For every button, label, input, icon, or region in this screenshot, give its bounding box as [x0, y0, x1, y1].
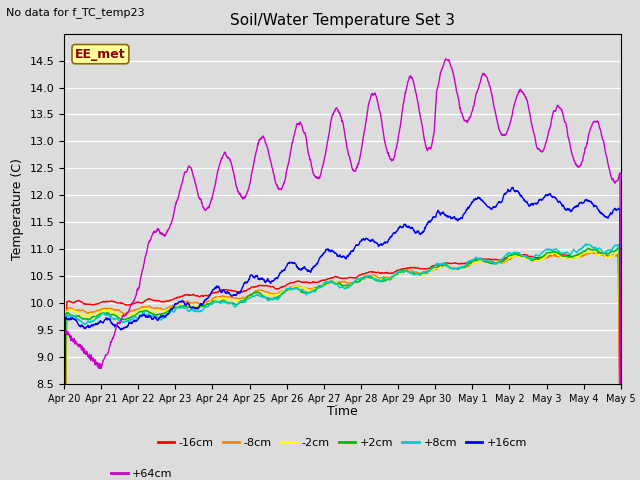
- -16cm: [316, 278, 324, 284]
- +64cm: [617, 420, 625, 426]
- Line: -2cm: -2cm: [64, 251, 621, 480]
- -2cm: [615, 248, 623, 253]
- -2cm: [316, 285, 324, 290]
- +16cm: [88, 322, 96, 328]
- +64cm: [88, 358, 96, 363]
- Y-axis label: Temperature (C): Temperature (C): [11, 158, 24, 260]
- Line: -16cm: -16cm: [64, 252, 621, 480]
- -8cm: [587, 250, 595, 255]
- +2cm: [615, 245, 623, 251]
- Title: Soil/Water Temperature Set 3: Soil/Water Temperature Set 3: [230, 13, 455, 28]
- +64cm: [442, 56, 450, 62]
- Line: +8cm: +8cm: [64, 244, 621, 480]
- +64cm: [60, 327, 68, 333]
- Line: +16cm: +16cm: [64, 187, 621, 480]
- -16cm: [601, 252, 609, 258]
- -8cm: [601, 253, 609, 259]
- +64cm: [499, 132, 506, 138]
- +2cm: [316, 283, 324, 289]
- Text: No data for f_TC_temp23: No data for f_TC_temp23: [6, 7, 145, 18]
- +8cm: [316, 285, 324, 290]
- Legend: +64cm: +64cm: [107, 465, 177, 480]
- +64cm: [331, 108, 339, 114]
- +8cm: [499, 256, 506, 262]
- +64cm: [316, 174, 324, 180]
- +64cm: [601, 146, 609, 152]
- +16cm: [316, 254, 324, 260]
- +2cm: [600, 251, 608, 256]
- +16cm: [617, 459, 625, 465]
- Line: +64cm: +64cm: [64, 59, 621, 423]
- +8cm: [601, 250, 609, 256]
- +16cm: [331, 250, 339, 256]
- -2cm: [499, 259, 506, 265]
- +2cm: [88, 314, 96, 320]
- -8cm: [499, 260, 506, 266]
- +8cm: [600, 250, 608, 256]
- -8cm: [331, 279, 339, 285]
- +16cm: [601, 214, 609, 219]
- -2cm: [600, 252, 608, 258]
- Line: -8cm: -8cm: [64, 252, 621, 480]
- Line: +2cm: +2cm: [64, 248, 621, 480]
- -8cm: [316, 284, 324, 290]
- -8cm: [601, 253, 609, 259]
- -16cm: [588, 249, 596, 255]
- +16cm: [601, 214, 609, 219]
- +8cm: [331, 281, 339, 287]
- -2cm: [88, 312, 96, 318]
- +8cm: [88, 318, 96, 324]
- +16cm: [499, 197, 506, 203]
- -16cm: [499, 256, 506, 262]
- +16cm: [509, 184, 516, 190]
- Text: EE_met: EE_met: [75, 48, 126, 60]
- +64cm: [601, 145, 609, 151]
- -16cm: [331, 274, 339, 279]
- X-axis label: Time: Time: [327, 405, 358, 418]
- +2cm: [601, 250, 609, 256]
- -16cm: [88, 301, 96, 307]
- -2cm: [331, 279, 339, 285]
- -16cm: [601, 252, 609, 258]
- +2cm: [499, 258, 506, 264]
- +8cm: [616, 241, 623, 247]
- -2cm: [601, 252, 609, 258]
- -8cm: [88, 310, 96, 315]
- +2cm: [331, 281, 339, 287]
